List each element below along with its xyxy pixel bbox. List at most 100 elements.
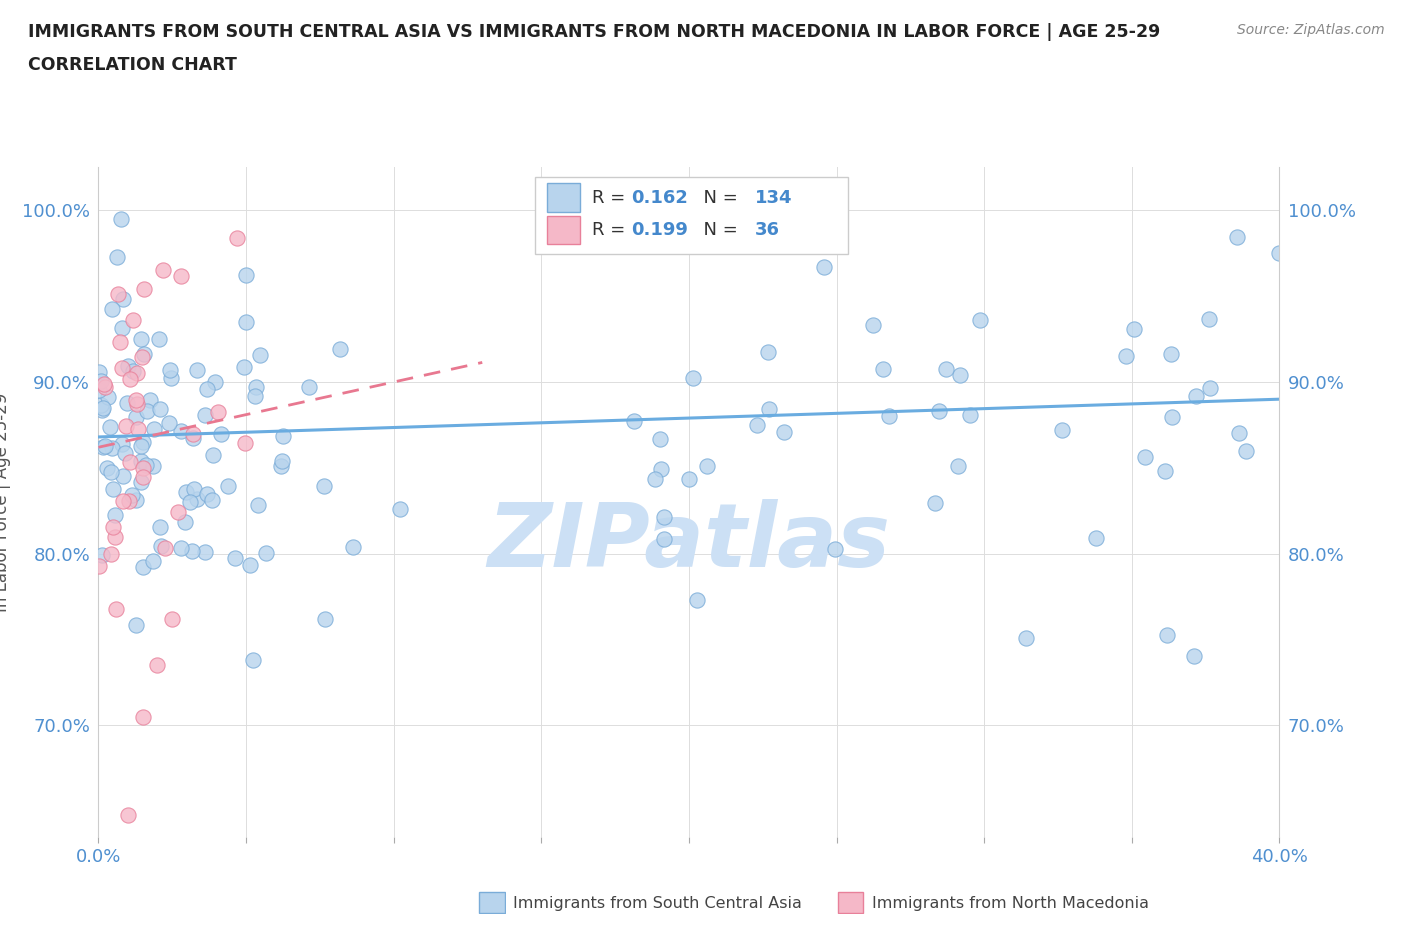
Point	[170, 541, 193, 556]
Point	[153, 541, 176, 556]
Point	[946, 458, 969, 473]
Point	[194, 545, 217, 560]
Point	[87, 382, 110, 397]
Point	[118, 372, 141, 387]
Point	[312, 479, 335, 494]
Point	[127, 421, 149, 436]
Point	[195, 382, 218, 397]
Point	[129, 439, 152, 454]
Point	[1050, 422, 1073, 437]
Point	[224, 551, 246, 565]
Point	[97, 390, 120, 405]
Point	[104, 530, 127, 545]
Point	[1115, 349, 1137, 364]
Point	[149, 402, 172, 417]
Point	[1185, 389, 1208, 404]
Point	[135, 404, 157, 418]
Point	[107, 286, 129, 301]
Point	[249, 348, 271, 363]
Point	[650, 461, 672, 476]
Point	[87, 559, 110, 574]
Point	[1226, 230, 1249, 245]
Point	[949, 367, 972, 382]
Point	[121, 313, 143, 328]
Point	[217, 479, 239, 494]
Point	[104, 507, 127, 522]
Point	[186, 363, 208, 378]
Point	[89, 365, 111, 379]
Point	[824, 541, 846, 556]
Point	[157, 416, 180, 431]
Point	[1153, 464, 1175, 479]
Point	[122, 364, 145, 379]
Point	[202, 447, 225, 462]
Point	[254, 545, 277, 560]
Point	[90, 373, 112, 388]
Point	[120, 455, 142, 470]
Point	[1085, 530, 1108, 545]
Point	[91, 548, 114, 563]
Point	[1133, 450, 1156, 465]
Point	[1156, 628, 1178, 643]
Point	[1160, 346, 1182, 361]
Point	[247, 498, 270, 512]
Point	[872, 361, 894, 376]
Point	[139, 392, 162, 407]
Point	[111, 321, 134, 336]
Point	[100, 547, 122, 562]
Point	[112, 292, 135, 307]
Point	[329, 341, 352, 356]
Point	[111, 437, 134, 452]
Point	[100, 419, 122, 434]
Point	[181, 543, 204, 558]
Point	[270, 458, 292, 473]
Point	[1015, 631, 1038, 645]
Point	[115, 418, 138, 433]
Point	[115, 395, 138, 410]
Text: 36: 36	[755, 220, 780, 239]
Point	[121, 487, 143, 502]
Point	[270, 454, 292, 469]
Point	[1227, 426, 1250, 441]
Point	[142, 458, 165, 473]
Point	[131, 332, 153, 347]
Point	[90, 403, 112, 418]
Point	[1199, 380, 1222, 395]
Point	[108, 335, 131, 350]
Point	[174, 485, 197, 499]
Point	[243, 389, 266, 404]
Point	[235, 314, 257, 329]
Point	[245, 380, 267, 395]
Point	[756, 344, 779, 359]
Point	[195, 486, 218, 501]
Point	[232, 360, 254, 375]
Point	[235, 268, 257, 283]
Text: IMMIGRANTS FROM SOUTH CENTRAL ASIA VS IMMIGRANTS FROM NORTH MACEDONIA IN LABOR F: IMMIGRANTS FROM SOUTH CENTRAL ASIA VS IM…	[28, 23, 1160, 41]
Point	[142, 554, 165, 569]
Point	[652, 510, 675, 525]
Point	[682, 370, 704, 385]
Point	[149, 520, 172, 535]
Text: Immigrants from North Macedonia: Immigrants from North Macedonia	[872, 896, 1149, 910]
Point	[167, 505, 190, 520]
Point	[129, 474, 152, 489]
Point	[101, 520, 124, 535]
Point	[91, 440, 114, 455]
Point	[159, 363, 181, 378]
Point	[696, 458, 718, 473]
Point	[152, 263, 174, 278]
Point	[652, 532, 675, 547]
Point	[162, 612, 183, 627]
Point	[170, 424, 193, 439]
Point	[1234, 444, 1257, 458]
Point	[314, 611, 336, 626]
Point	[928, 404, 950, 418]
Point	[125, 366, 148, 381]
Point	[1184, 648, 1206, 663]
Text: Source: ZipAtlas.com: Source: ZipAtlas.com	[1237, 23, 1385, 37]
Point	[117, 807, 139, 822]
Point	[111, 361, 134, 376]
Point	[1122, 321, 1144, 336]
Point	[125, 618, 148, 632]
Point	[132, 710, 155, 724]
